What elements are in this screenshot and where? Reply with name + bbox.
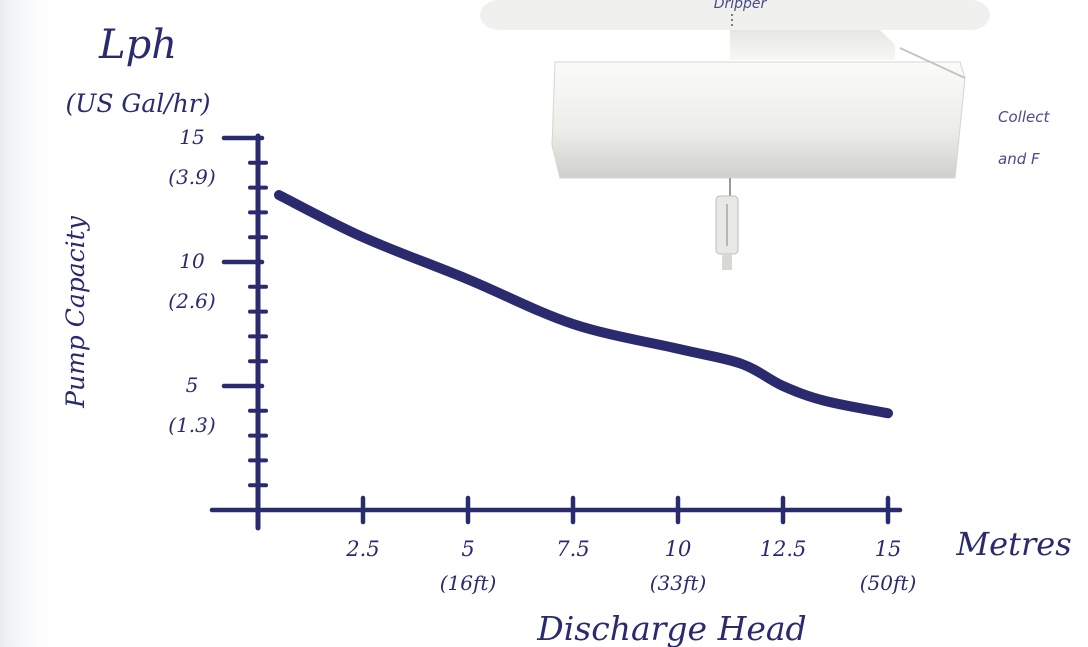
dripper-label: Dripper bbox=[714, 0, 768, 12]
x-ticks bbox=[360, 495, 891, 525]
x-tick-label: 2.5 bbox=[345, 537, 379, 561]
y-minor-ticks bbox=[248, 160, 268, 488]
y-tick-sublabel: (1.3) bbox=[168, 413, 215, 437]
collect-label-line1: Collect bbox=[998, 108, 1050, 126]
pump-capacity-curve bbox=[274, 190, 893, 419]
collect-label-line2: and F bbox=[998, 150, 1040, 168]
y-tick-sublabel: (3.9) bbox=[168, 165, 215, 189]
x-tick-sublabel: (16ft) bbox=[440, 571, 497, 595]
y-major-ticks bbox=[221, 135, 265, 389]
pump-device-image: Dripper Collect and F bbox=[480, 0, 1050, 270]
device-top-shadow bbox=[480, 0, 990, 30]
y-unit-label: Lph bbox=[98, 22, 177, 68]
y-tick-label: 5 bbox=[186, 373, 199, 397]
y-tick-sublabel: (2.6) bbox=[168, 289, 215, 313]
syringe-plunger bbox=[722, 254, 732, 270]
y-tick-label: 10 bbox=[179, 249, 205, 273]
x-tick-label: 7.5 bbox=[556, 537, 589, 561]
x-tick-label: 5 bbox=[461, 537, 474, 561]
chart: Lph (US Gal/hr) Pump Capacity Discharge … bbox=[61, 22, 1072, 647]
x-tick-label: 15 bbox=[875, 537, 902, 561]
y-axis-label: Pump Capacity bbox=[61, 215, 90, 409]
x-tick-label: 10 bbox=[665, 537, 692, 561]
y-tick-labels: 5 (1.3) 10 (2.6) 15 (3.9) bbox=[168, 125, 215, 437]
x-tick-labels: 2.5 5 (16ft) 7.5 10 (33ft) 12.5 15 (50ft) bbox=[345, 537, 916, 595]
x-unit-label: Metres bbox=[955, 525, 1071, 563]
x-tick-sublabel: (33ft) bbox=[650, 571, 707, 595]
device-body bbox=[551, 61, 966, 179]
x-axis-label: Discharge Head bbox=[536, 609, 806, 647]
x-tick-label: 12.5 bbox=[760, 537, 807, 561]
y-unit-sublabel: (US Gal/hr) bbox=[66, 89, 211, 118]
x-tick-sublabel: (50ft) bbox=[860, 571, 917, 595]
y-tick-label: 15 bbox=[179, 125, 204, 149]
background-shade bbox=[0, 0, 60, 647]
device-lid bbox=[730, 30, 895, 60]
device-edge bbox=[899, 47, 966, 79]
